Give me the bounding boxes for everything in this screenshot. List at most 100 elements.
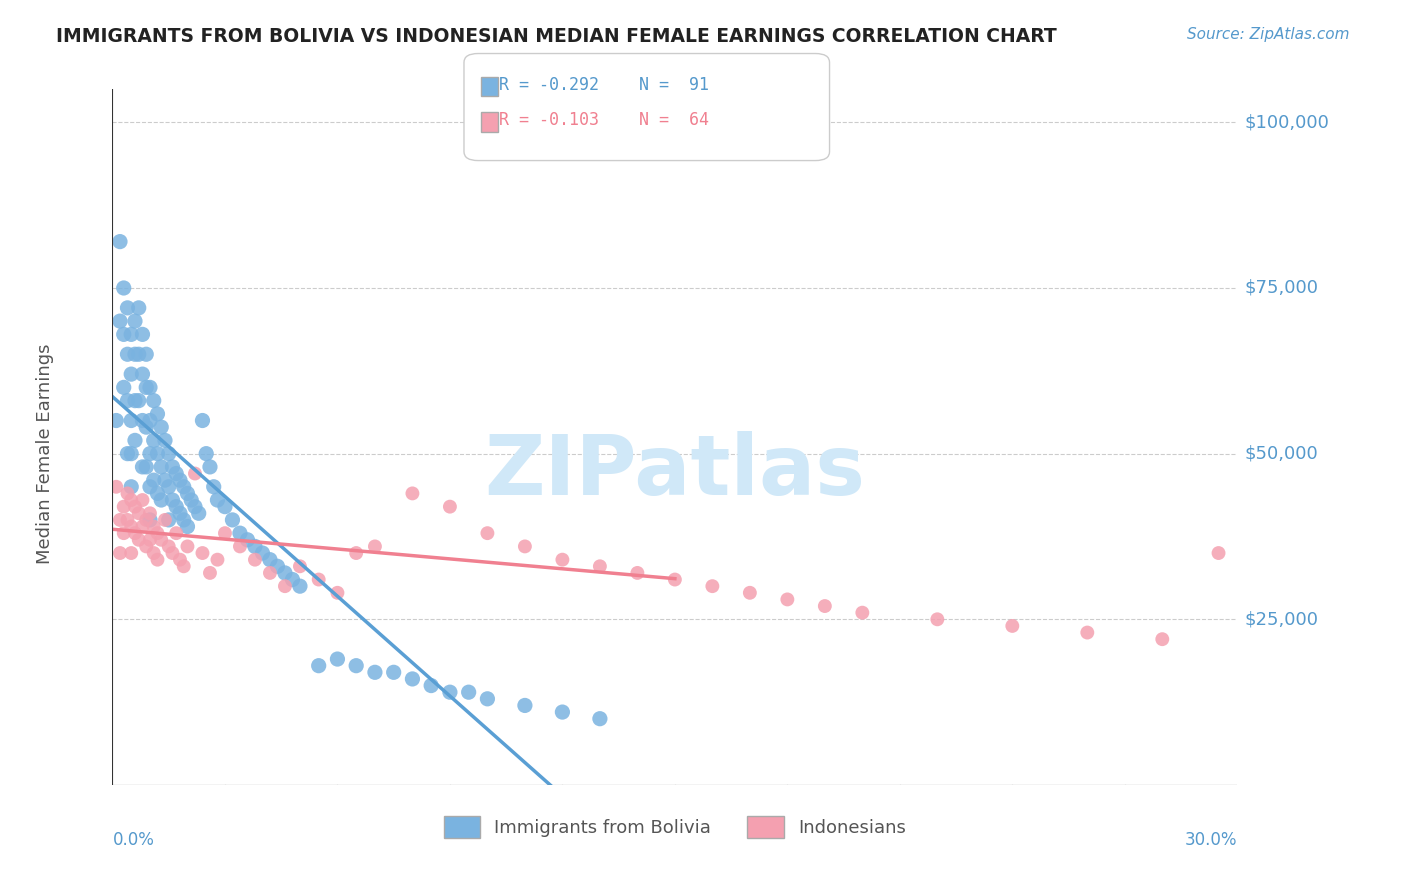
Point bbox=[165, 500, 187, 514]
Point bbox=[738, 586, 761, 600]
Point bbox=[105, 413, 128, 427]
Point bbox=[150, 493, 173, 508]
Point bbox=[344, 658, 367, 673]
Point bbox=[139, 533, 162, 547]
Point bbox=[169, 552, 191, 566]
Point bbox=[131, 459, 153, 474]
Point bbox=[112, 380, 135, 394]
Point bbox=[120, 327, 142, 342]
Point bbox=[202, 480, 225, 494]
Point bbox=[308, 573, 330, 587]
Point bbox=[112, 281, 135, 295]
Point bbox=[664, 573, 686, 587]
Point bbox=[128, 393, 150, 408]
Point bbox=[589, 712, 612, 726]
Point bbox=[195, 447, 218, 461]
Point bbox=[135, 540, 157, 554]
Point bbox=[117, 486, 139, 500]
Point bbox=[551, 705, 574, 719]
Text: 30.0%: 30.0% bbox=[1185, 831, 1237, 849]
Point bbox=[364, 665, 387, 680]
Point bbox=[927, 612, 949, 626]
Point bbox=[131, 327, 153, 342]
Point bbox=[1076, 625, 1098, 640]
Point bbox=[1152, 632, 1174, 647]
Point bbox=[236, 533, 259, 547]
Text: $100,000: $100,000 bbox=[1244, 113, 1330, 131]
Point bbox=[146, 552, 169, 566]
Point bbox=[288, 559, 311, 574]
Point bbox=[146, 447, 169, 461]
Point bbox=[112, 500, 135, 514]
Point bbox=[221, 513, 243, 527]
Point bbox=[551, 552, 574, 566]
Point bbox=[112, 526, 135, 541]
Point bbox=[266, 559, 288, 574]
Point bbox=[117, 393, 139, 408]
Point bbox=[259, 566, 281, 580]
Point bbox=[169, 506, 191, 520]
Point bbox=[108, 314, 131, 328]
Point bbox=[128, 301, 150, 315]
Point bbox=[120, 519, 142, 533]
Point bbox=[776, 592, 799, 607]
Text: 0.0%: 0.0% bbox=[112, 831, 155, 849]
Point bbox=[401, 486, 423, 500]
Point bbox=[131, 367, 153, 381]
Point bbox=[439, 685, 461, 699]
Legend: Immigrants from Bolivia, Indonesians: Immigrants from Bolivia, Indonesians bbox=[437, 809, 912, 846]
Point bbox=[128, 533, 150, 547]
Point bbox=[364, 540, 387, 554]
Point bbox=[198, 566, 221, 580]
Point bbox=[128, 347, 150, 361]
Point bbox=[274, 566, 297, 580]
Point bbox=[420, 679, 443, 693]
Point bbox=[187, 506, 209, 520]
Point bbox=[162, 493, 184, 508]
Point bbox=[153, 513, 176, 527]
Point bbox=[142, 519, 165, 533]
Point bbox=[288, 579, 311, 593]
Point bbox=[117, 513, 139, 527]
Text: Source: ZipAtlas.com: Source: ZipAtlas.com bbox=[1187, 27, 1350, 42]
Text: ZIPatlas: ZIPatlas bbox=[485, 432, 865, 512]
Point bbox=[259, 552, 281, 566]
Point bbox=[157, 480, 180, 494]
Point bbox=[142, 393, 165, 408]
Point bbox=[146, 407, 169, 421]
Point bbox=[146, 486, 169, 500]
Point bbox=[124, 393, 146, 408]
Point bbox=[281, 573, 304, 587]
Point bbox=[131, 493, 153, 508]
Point bbox=[344, 546, 367, 560]
Point bbox=[120, 413, 142, 427]
Text: $25,000: $25,000 bbox=[1244, 610, 1319, 628]
Point bbox=[131, 519, 153, 533]
Point bbox=[165, 467, 187, 481]
Point bbox=[135, 513, 157, 527]
Text: $75,000: $75,000 bbox=[1244, 279, 1319, 297]
Point bbox=[120, 546, 142, 560]
Point bbox=[157, 540, 180, 554]
Point bbox=[214, 500, 236, 514]
Point bbox=[146, 526, 169, 541]
Point bbox=[142, 434, 165, 448]
Point bbox=[135, 459, 157, 474]
Text: R = -0.103    N =  64: R = -0.103 N = 64 bbox=[499, 112, 709, 129]
Point bbox=[207, 493, 229, 508]
Point bbox=[120, 480, 142, 494]
Point bbox=[117, 301, 139, 315]
Point bbox=[198, 459, 221, 474]
Point bbox=[173, 559, 195, 574]
Point bbox=[184, 500, 207, 514]
Point bbox=[173, 513, 195, 527]
Point bbox=[117, 447, 139, 461]
Point bbox=[851, 606, 873, 620]
Point bbox=[252, 546, 274, 560]
Point bbox=[173, 480, 195, 494]
Point bbox=[439, 500, 461, 514]
Point bbox=[176, 486, 198, 500]
Point bbox=[150, 420, 173, 434]
Point bbox=[120, 367, 142, 381]
Point bbox=[184, 467, 207, 481]
